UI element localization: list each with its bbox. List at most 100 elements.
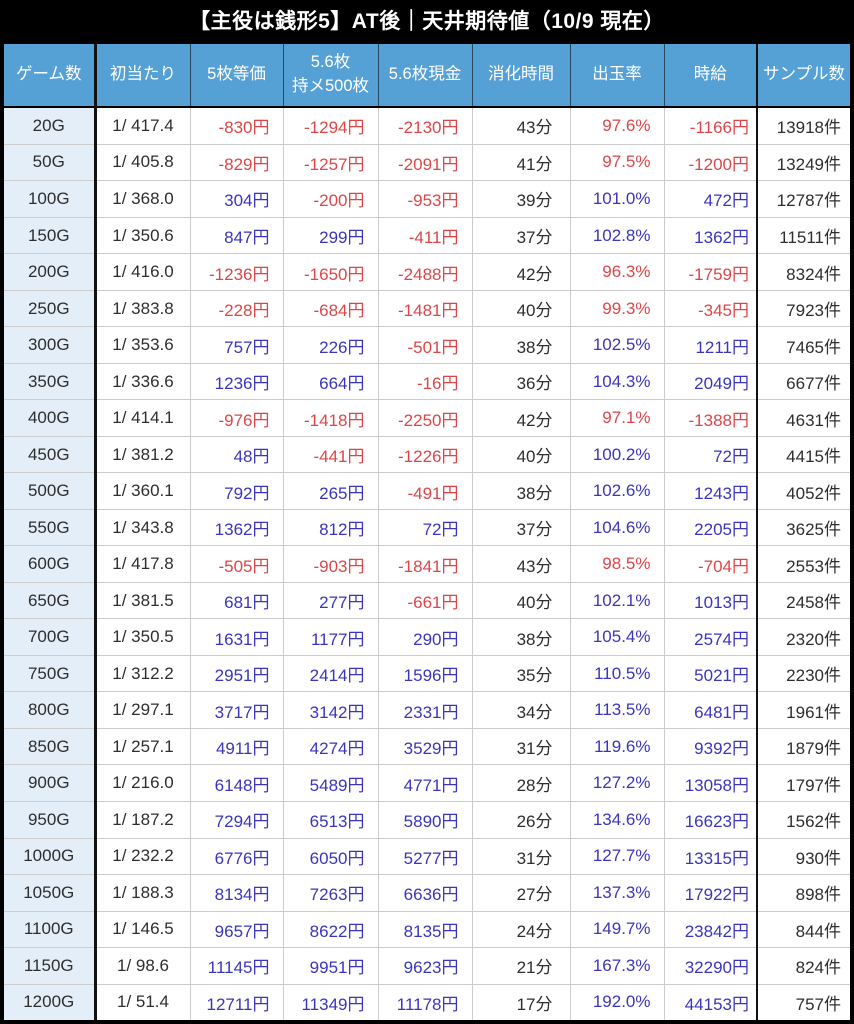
table-cell: 1797件 (756, 764, 850, 802)
table-cell: 13315円 (663, 837, 757, 875)
column-header: 5.6枚 持メ500枚 (282, 44, 378, 108)
table-cell: 192.0% (569, 983, 664, 1020)
table-cell: -1166円 (663, 107, 757, 145)
table-cell: 127.2% (569, 764, 664, 802)
table-cell: 2553件 (756, 545, 850, 583)
table-cell: -976円 (189, 399, 283, 437)
table-cell: -1759円 (663, 253, 757, 291)
table-cell: 757件 (756, 983, 850, 1020)
table-cell: 1879件 (756, 727, 850, 765)
table-cell: 8135円 (377, 910, 472, 948)
table-cell: 1/ 417.8 (93, 545, 190, 583)
table-row: 800G 1/ 297.1 3717円 3142円 2331円 34分 113.5% 6481… (4, 691, 850, 729)
table-cell: 1/ 360.1 (93, 472, 190, 510)
table-cell: 34分 (471, 691, 570, 729)
table-row: 600G 1/ 417.8 -505円 -903円 -1841円 43分 98.5% -704… (4, 545, 850, 583)
table-cell: 5489円 (282, 764, 378, 802)
table-cell: 12787件 (756, 180, 850, 218)
table-cell: 113.5% (569, 691, 664, 729)
table-cell: 38分 (471, 472, 570, 510)
table-cell: 1/ 232.2 (93, 837, 190, 875)
table-cell: 40分 (471, 581, 570, 619)
table-cell: 792円 (189, 472, 283, 510)
table-cell: -1236円 (189, 253, 283, 291)
table-cell: 6636円 (377, 874, 472, 912)
table-cell: 28分 (471, 764, 570, 802)
table-cell: -345円 (663, 289, 757, 327)
table-cell: 2205円 (663, 508, 757, 546)
table-cell: 1/ 405.8 (93, 143, 190, 181)
column-header: 消化時間 (471, 44, 570, 108)
table-row: 1050G 1/ 188.3 8134円 7263円 6636円 27分 137.3% 179… (4, 874, 850, 912)
table-row: 700G 1/ 350.5 1631円 1177円 290円 38分 105.4% 2574円… (4, 618, 850, 656)
table-cell: 800G (4, 691, 95, 729)
table-cell: 11511件 (756, 216, 850, 254)
table-cell: 9951円 (282, 947, 378, 985)
table-cell: 2951円 (189, 654, 283, 692)
table-row: 900G 1/ 216.0 6148円 5489円 4771円 28分 127.2% 1305… (4, 764, 850, 802)
table-cell: -441円 (282, 435, 378, 473)
table-cell: 1/ 336.6 (93, 362, 190, 400)
table-cell: 1/ 98.6 (93, 947, 190, 985)
table-cell: 1/ 417.4 (93, 107, 190, 145)
table-cell: 24分 (471, 910, 570, 948)
table-cell: 900G (4, 764, 95, 802)
table-cell: 1362円 (663, 216, 757, 254)
table-cell: 1562件 (756, 801, 850, 839)
table-header-row: ゲーム数 初当たり 5枚等価 5.6枚 持メ500枚 5.6枚現金 消化時間 出玉率 時給 サン… (4, 44, 850, 108)
table-cell: 1/ 353.6 (93, 326, 190, 364)
table-cell: 7465件 (756, 326, 850, 364)
table-cell: 700G (4, 618, 95, 656)
table-cell: 650G (4, 581, 95, 619)
table-cell: -501円 (377, 326, 472, 364)
table-cell: 824件 (756, 947, 850, 985)
table-cell: 119.6% (569, 727, 664, 765)
table-cell: 4274円 (282, 727, 378, 765)
table-cell: 1/ 257.1 (93, 727, 190, 765)
table-cell: 300G (4, 326, 95, 364)
table-row: 1100G 1/ 146.5 9657円 8622円 8135円 24分 149.7% 238… (4, 910, 850, 948)
table-cell: 42分 (471, 399, 570, 437)
table-cell: 9392円 (663, 727, 757, 765)
table-cell: 1211円 (663, 326, 757, 364)
column-header: 初当たり (93, 44, 190, 108)
table-cell: 31分 (471, 727, 570, 765)
table-cell: 1150G (4, 947, 95, 985)
table-cell: 42分 (471, 253, 570, 291)
table-cell: 750G (4, 654, 95, 692)
table-cell: 1/ 297.1 (93, 691, 190, 729)
table-cell: 226円 (282, 326, 378, 364)
table-cell: 1961件 (756, 691, 850, 729)
table-cell: 450G (4, 435, 95, 473)
table-cell: 43分 (471, 107, 570, 145)
table-cell: -830円 (189, 107, 283, 145)
table-cell: 1013円 (663, 581, 757, 619)
table-cell: 2331円 (377, 691, 472, 729)
column-header: 5枚等価 (189, 44, 283, 108)
table-cell: 4911円 (189, 727, 283, 765)
table-cell: 5890円 (377, 801, 472, 839)
table-cell: 500G (4, 472, 95, 510)
table-cell: 3142円 (282, 691, 378, 729)
table-cell: 664円 (282, 362, 378, 400)
table-row: 50G 1/ 405.8 -829円 -1257円 -2091円 41分 97.5% -120… (4, 143, 850, 181)
table-cell: 3717円 (189, 691, 283, 729)
table-cell: 12711円 (189, 983, 283, 1020)
table-cell: -1841円 (377, 545, 472, 583)
table-row: 500G 1/ 360.1 792円 265円 -491円 38分 102.6% 1243円 4… (4, 472, 850, 510)
table-cell: 757円 (189, 326, 283, 364)
table-row: 950G 1/ 187.2 7294円 6513円 5890円 26分 134.6% 1662… (4, 801, 850, 839)
table-cell: 17922円 (663, 874, 757, 912)
table-cell: -2130円 (377, 107, 472, 145)
table-cell: 48円 (189, 435, 283, 473)
table-cell: 8622円 (282, 910, 378, 948)
table-cell: 72円 (377, 508, 472, 546)
table-cell: 2574円 (663, 618, 757, 656)
table-cell: 11178円 (377, 983, 472, 1020)
table-cell: 167.3% (569, 947, 664, 985)
table-cell: 101.0% (569, 180, 664, 218)
table-cell: 1/ 146.5 (93, 910, 190, 948)
table-cell: 1243円 (663, 472, 757, 510)
expected-value-table: ゲーム数 初当たり 5枚等価 5.6枚 持メ500枚 5.6枚現金 消化時間 出玉率 時給 サン… (4, 44, 850, 1020)
